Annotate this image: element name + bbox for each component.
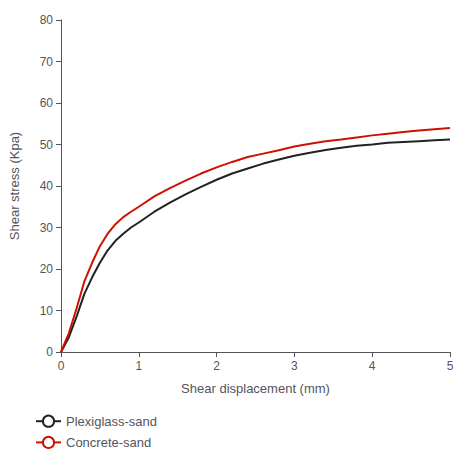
svg-text:2: 2 [213, 359, 220, 373]
svg-text:20: 20 [40, 262, 54, 276]
svg-text:30: 30 [40, 221, 54, 235]
svg-text:0: 0 [46, 345, 53, 359]
svg-text:Plexiglass-sand: Plexiglass-sand [66, 414, 157, 429]
svg-text:80: 80 [40, 13, 54, 27]
svg-text:70: 70 [40, 55, 54, 69]
svg-text:1: 1 [135, 359, 142, 373]
svg-text:4: 4 [369, 359, 376, 373]
svg-text:3: 3 [291, 359, 298, 373]
svg-text:Shear stress (Kpa): Shear stress (Kpa) [7, 132, 22, 240]
svg-text:60: 60 [40, 96, 54, 110]
svg-text:40: 40 [40, 179, 54, 193]
svg-text:5: 5 [447, 359, 454, 373]
svg-text:50: 50 [40, 138, 54, 152]
svg-text:Shear displacement (mm): Shear displacement (mm) [181, 381, 330, 396]
svg-text:10: 10 [40, 304, 54, 318]
svg-text:0: 0 [58, 359, 65, 373]
svg-text:Concrete-sand: Concrete-sand [66, 435, 151, 450]
